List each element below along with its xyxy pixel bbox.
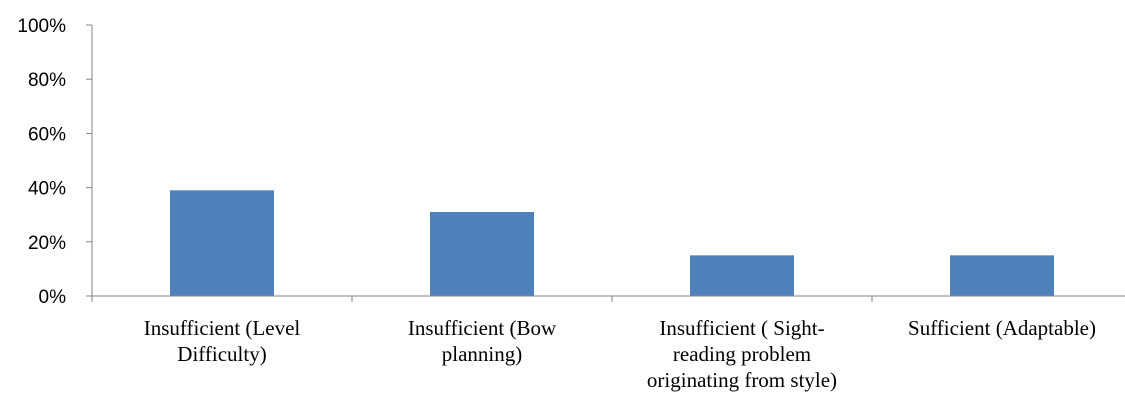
y-tick-label: 20% <box>28 233 66 254</box>
bar <box>690 255 794 296</box>
x-tick-label: Sufficient (Adaptable) <box>908 316 1096 340</box>
bar <box>950 255 1054 296</box>
y-tick-label: 100% <box>17 16 66 37</box>
bars <box>170 190 1054 296</box>
y-tick-label: 40% <box>28 179 66 200</box>
bar <box>170 190 274 296</box>
x-tick-label: Insufficient (Level Difficulty) <box>144 316 301 366</box>
x-tick-label: Insufficient ( Sight-reading problem orig… <box>647 316 837 392</box>
y-axis-ticks <box>86 24 92 297</box>
y-tick-label: 80% <box>28 70 66 91</box>
x-axis-ticks <box>91 296 873 302</box>
x-axis-tick-labels: Insufficient (Level Difficulty) Insufficie… <box>144 316 1096 392</box>
y-axis-tick-labels: 0% 20% 40% 60% 80% 100% <box>17 16 66 308</box>
x-tick-label: Insufficient (Bow planning) <box>408 316 557 366</box>
bar <box>430 211 534 296</box>
y-tick-label: 0% <box>39 287 67 308</box>
y-tick-label: 60% <box>28 124 66 145</box>
